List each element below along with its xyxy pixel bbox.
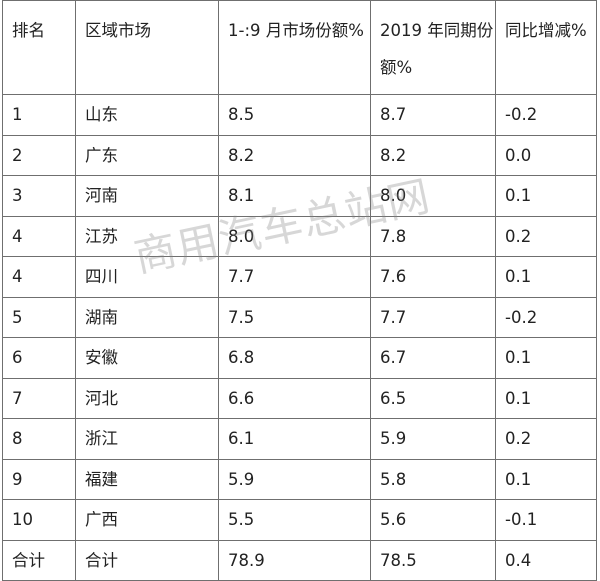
cell-share-jan-sep: 6.6 xyxy=(218,377,371,419)
cell-share-jan-sep: 5.9 xyxy=(218,458,371,500)
cell-share-jan-sep: 6.1 xyxy=(218,418,371,460)
cell-yoy-change: 0.2 xyxy=(495,215,597,257)
header-rank: 排名 xyxy=(2,0,76,95)
cell-rank: 8 xyxy=(2,418,76,460)
table-row: 合计 合计 78.9 78.5 0.4 xyxy=(2,539,597,581)
cell-region: 合计 xyxy=(75,539,219,581)
cell-yoy-change: 0.0 xyxy=(495,134,597,176)
table-header-row: 排名 区域市场 1-:9 月市场份额% 2019 年同期份额% 同比增减% xyxy=(2,0,597,95)
table-row: 4 江苏 8.0 7.8 0.2 xyxy=(2,215,597,257)
cell-rank: 4 xyxy=(2,215,76,257)
cell-region: 广西 xyxy=(75,499,219,541)
table-row: 4 四川 7.7 7.6 0.1 xyxy=(2,256,597,298)
cell-share-2019: 5.9 xyxy=(370,418,496,460)
cell-region: 浙江 xyxy=(75,418,219,460)
cell-region: 福建 xyxy=(75,458,219,500)
header-share-2019: 2019 年同期份额% xyxy=(370,0,496,95)
table-row: 7 河北 6.6 6.5 0.1 xyxy=(2,377,597,419)
cell-rank: 9 xyxy=(2,458,76,500)
cell-region: 山东 xyxy=(75,94,219,136)
cell-rank: 7 xyxy=(2,377,76,419)
cell-yoy-change: -0.2 xyxy=(495,94,597,136)
table-row: 6 安徽 6.8 6.7 0.1 xyxy=(2,337,597,379)
cell-share-2019: 7.6 xyxy=(370,256,496,298)
cell-yoy-change: -0.2 xyxy=(495,296,597,338)
cell-share-jan-sep: 7.7 xyxy=(218,256,371,298)
table-row: 1 山东 8.5 8.7 -0.2 xyxy=(2,94,597,136)
cell-share-jan-sep: 5.5 xyxy=(218,499,371,541)
table-row: 10 广西 5.5 5.6 -0.1 xyxy=(2,499,597,541)
table-row: 3 河南 8.1 8.0 0.1 xyxy=(2,175,597,217)
cell-rank: 4 xyxy=(2,256,76,298)
cell-share-2019: 5.8 xyxy=(370,458,496,500)
cell-rank: 2 xyxy=(2,134,76,176)
cell-yoy-change: 0.1 xyxy=(495,256,597,298)
cell-share-jan-sep: 78.9 xyxy=(218,539,371,581)
cell-yoy-change: 0.1 xyxy=(495,175,597,217)
cell-region: 江苏 xyxy=(75,215,219,257)
table-row: 8 浙江 6.1 5.9 0.2 xyxy=(2,418,597,460)
cell-share-jan-sep: 6.8 xyxy=(218,337,371,379)
cell-share-jan-sep: 8.0 xyxy=(218,215,371,257)
cell-share-2019: 78.5 xyxy=(370,539,496,581)
cell-yoy-change: 0.1 xyxy=(495,458,597,500)
cell-share-jan-sep: 7.5 xyxy=(218,296,371,338)
header-share-jan-sep: 1-:9 月市场份额% xyxy=(218,0,371,95)
cell-share-2019: 7.7 xyxy=(370,296,496,338)
cell-share-jan-sep: 8.5 xyxy=(218,94,371,136)
cell-share-2019: 8.2 xyxy=(370,134,496,176)
cell-share-2019: 7.8 xyxy=(370,215,496,257)
cell-rank: 6 xyxy=(2,337,76,379)
cell-region: 安徽 xyxy=(75,337,219,379)
cell-yoy-change: 0.2 xyxy=(495,418,597,460)
cell-share-2019: 5.6 xyxy=(370,499,496,541)
cell-rank: 1 xyxy=(2,94,76,136)
cell-rank: 3 xyxy=(2,175,76,217)
table-row: 9 福建 5.9 5.8 0.1 xyxy=(2,458,597,500)
cell-rank: 5 xyxy=(2,296,76,338)
cell-region: 河南 xyxy=(75,175,219,217)
cell-region: 四川 xyxy=(75,256,219,298)
cell-share-jan-sep: 8.1 xyxy=(218,175,371,217)
header-region: 区域市场 xyxy=(75,0,219,95)
cell-region: 湖南 xyxy=(75,296,219,338)
cell-share-2019: 8.7 xyxy=(370,94,496,136)
table-row: 5 湖南 7.5 7.7 -0.2 xyxy=(2,296,597,338)
cell-rank: 合计 xyxy=(2,539,76,581)
cell-region: 河北 xyxy=(75,377,219,419)
cell-share-2019: 8.0 xyxy=(370,175,496,217)
cell-yoy-change: 0.4 xyxy=(495,539,597,581)
cell-share-2019: 6.5 xyxy=(370,377,496,419)
table-row: 2 广东 8.2 8.2 0.0 xyxy=(2,134,597,176)
cell-yoy-change: 0.1 xyxy=(495,337,597,379)
cell-yoy-change: -0.1 xyxy=(495,499,597,541)
cell-rank: 10 xyxy=(2,499,76,541)
cell-share-jan-sep: 8.2 xyxy=(218,134,371,176)
header-yoy-change: 同比增减% xyxy=(495,0,597,95)
cell-yoy-change: 0.1 xyxy=(495,377,597,419)
cell-share-2019: 6.7 xyxy=(370,337,496,379)
cell-region: 广东 xyxy=(75,134,219,176)
